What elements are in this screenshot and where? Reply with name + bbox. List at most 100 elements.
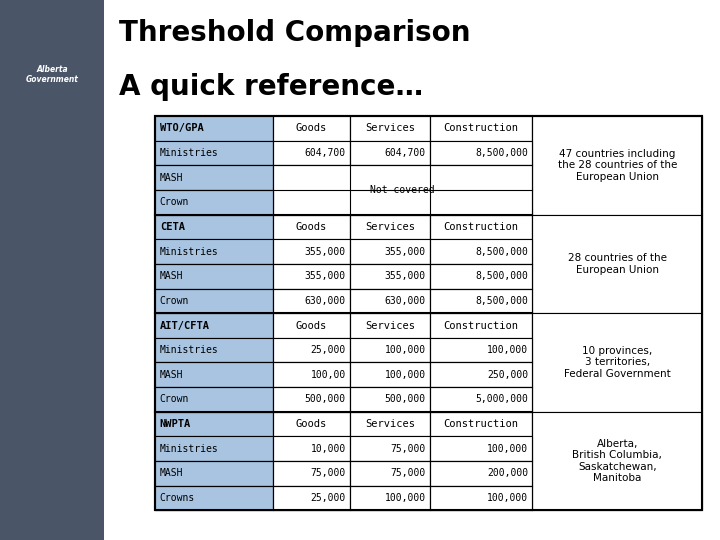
Text: Goods: Goods (296, 321, 327, 330)
Bar (155, 362, 273, 387)
Bar (155, 239, 273, 264)
Bar (430, 485, 532, 510)
Text: 8,500,000: 8,500,000 (475, 271, 528, 281)
Text: AIT/CFTA: AIT/CFTA (160, 321, 210, 330)
Bar (273, 239, 350, 264)
Bar (532, 411, 702, 510)
Text: Services: Services (365, 321, 415, 330)
Text: Goods: Goods (296, 419, 327, 429)
Text: 75,000: 75,000 (390, 444, 426, 454)
Text: Ministries: Ministries (160, 444, 219, 454)
Bar (430, 288, 532, 313)
Bar (350, 288, 430, 313)
Text: WTO/GPA: WTO/GPA (160, 124, 204, 133)
Text: Crown: Crown (160, 394, 189, 404)
Text: Goods: Goods (296, 124, 327, 133)
Bar (430, 313, 532, 338)
Text: Not covered: Not covered (371, 185, 435, 195)
Bar (532, 313, 702, 411)
Bar (430, 436, 532, 461)
Text: Construction: Construction (444, 124, 518, 133)
Bar (273, 461, 350, 485)
Text: 28 countries of the
European Union: 28 countries of the European Union (567, 253, 667, 275)
Bar (273, 387, 350, 411)
Text: Services: Services (365, 124, 415, 133)
Text: 604,700: 604,700 (384, 148, 426, 158)
Bar (273, 313, 350, 338)
Text: 8,500,000: 8,500,000 (475, 148, 528, 158)
Bar (155, 264, 273, 288)
Bar (155, 116, 702, 510)
Text: Crown: Crown (160, 197, 189, 207)
Text: MASH: MASH (160, 173, 184, 183)
Bar (155, 116, 273, 141)
Bar (273, 264, 350, 288)
Text: MASH: MASH (160, 468, 184, 478)
Bar (273, 116, 350, 141)
Bar (532, 214, 702, 313)
Bar (350, 362, 430, 387)
Text: 5,000,000: 5,000,000 (475, 394, 528, 404)
Bar (155, 313, 273, 338)
Bar (155, 141, 273, 165)
Text: 25,000: 25,000 (310, 493, 346, 503)
Bar (273, 288, 350, 313)
Text: Services: Services (365, 222, 415, 232)
Bar (273, 362, 350, 387)
Bar (350, 264, 430, 288)
Text: Goods: Goods (296, 222, 327, 232)
Text: NWPTA: NWPTA (160, 419, 191, 429)
Text: 355,000: 355,000 (305, 247, 346, 256)
Bar (430, 362, 532, 387)
Text: A quick reference…: A quick reference… (119, 73, 423, 101)
Text: Ministries: Ministries (160, 345, 219, 355)
Bar (273, 411, 350, 436)
Text: 200,000: 200,000 (487, 468, 528, 478)
Text: 25,000: 25,000 (310, 345, 346, 355)
Text: 100,000: 100,000 (384, 493, 426, 503)
Bar (430, 461, 532, 485)
Text: MASH: MASH (160, 271, 184, 281)
Text: 604,700: 604,700 (305, 148, 346, 158)
Text: 355,000: 355,000 (384, 271, 426, 281)
Bar (155, 461, 273, 485)
Bar (273, 141, 350, 165)
Text: 355,000: 355,000 (305, 271, 346, 281)
Bar (155, 116, 702, 510)
Text: Crown: Crown (160, 296, 189, 306)
Bar (155, 190, 273, 214)
Bar (350, 485, 430, 510)
Text: 100,000: 100,000 (487, 493, 528, 503)
Text: 100,000: 100,000 (487, 345, 528, 355)
Bar (350, 313, 430, 338)
Bar (430, 239, 532, 264)
Bar (155, 215, 273, 239)
Text: Threshold Comparison: Threshold Comparison (119, 19, 470, 47)
Text: Construction: Construction (444, 222, 518, 232)
Bar (273, 338, 350, 362)
Text: 355,000: 355,000 (384, 247, 426, 256)
Bar (350, 338, 430, 362)
Bar (350, 215, 430, 239)
Text: 630,000: 630,000 (305, 296, 346, 306)
Text: Construction: Construction (444, 321, 518, 330)
Text: 500,000: 500,000 (384, 394, 426, 404)
Text: 8,500,000: 8,500,000 (475, 247, 528, 256)
Bar (155, 485, 273, 510)
Text: 100,000: 100,000 (384, 370, 426, 380)
Bar (155, 288, 273, 313)
Text: 250,000: 250,000 (487, 370, 528, 380)
Bar (430, 387, 532, 411)
Bar (350, 461, 430, 485)
Bar (430, 411, 532, 436)
Text: Services: Services (365, 419, 415, 429)
Text: CETA: CETA (160, 222, 185, 232)
Text: Construction: Construction (444, 419, 518, 429)
Text: Ministries: Ministries (160, 148, 219, 158)
Text: 75,000: 75,000 (390, 468, 426, 478)
Text: 630,000: 630,000 (384, 296, 426, 306)
Bar (155, 387, 273, 411)
Bar (430, 215, 532, 239)
Text: 100,000: 100,000 (487, 444, 528, 454)
Bar (350, 239, 430, 264)
